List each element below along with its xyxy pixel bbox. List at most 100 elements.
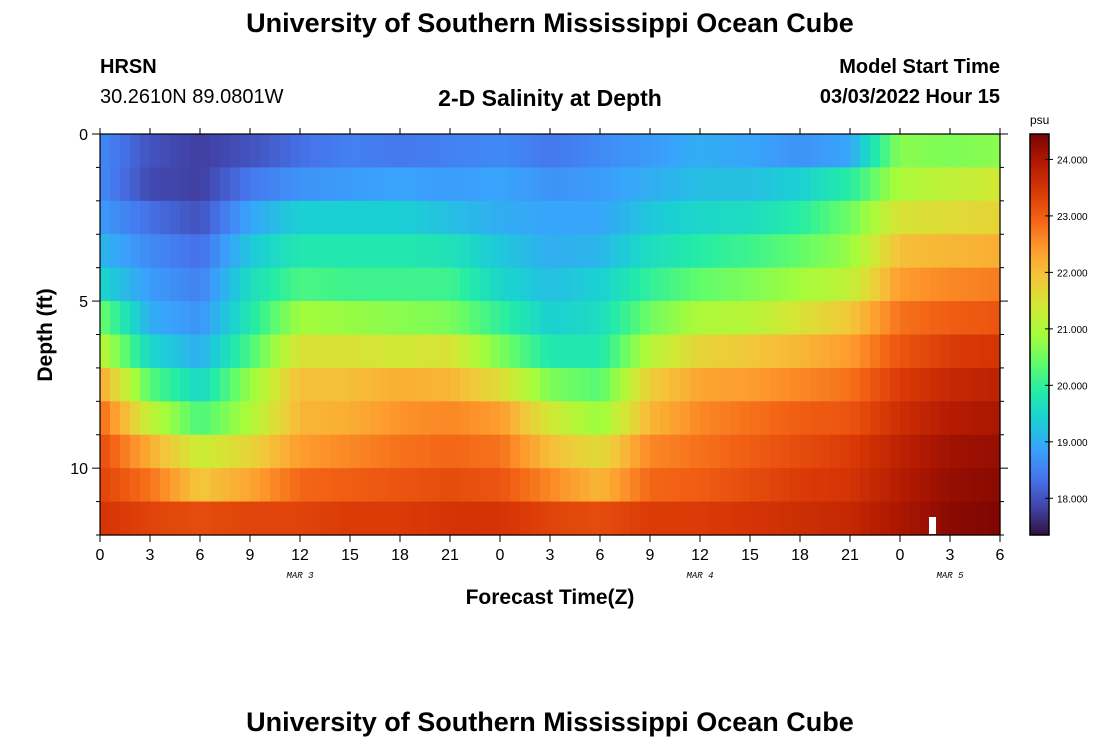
heatmap-cell xyxy=(320,301,331,336)
heatmap-cell xyxy=(950,468,961,503)
heatmap-cell xyxy=(440,501,451,536)
heatmap-cell xyxy=(930,401,941,436)
heatmap-cell xyxy=(940,301,951,336)
heatmap-cell xyxy=(580,267,591,302)
heatmap-cell xyxy=(930,200,941,235)
heatmap-cell xyxy=(780,334,791,369)
heatmap-cell xyxy=(260,200,271,235)
heatmap-cell xyxy=(310,134,321,169)
heatmap-cell xyxy=(410,301,421,336)
heatmap-cell xyxy=(400,167,411,202)
heatmap-cell xyxy=(680,167,691,202)
heatmap-cell xyxy=(800,434,811,469)
heatmap-cell xyxy=(220,167,231,202)
heatmap-cell xyxy=(740,367,751,402)
heatmap-cell xyxy=(600,367,611,402)
heatmap-cell xyxy=(740,267,751,302)
heatmap-cell xyxy=(640,234,651,269)
heatmap-cell xyxy=(100,434,111,469)
heatmap-cell xyxy=(390,200,401,235)
heatmap-cell xyxy=(320,200,331,235)
heatmap-cell xyxy=(710,134,721,169)
heatmap-cell xyxy=(530,367,541,402)
heatmap-cell xyxy=(530,434,541,469)
heatmap-cell xyxy=(350,401,361,436)
heatmap-cell xyxy=(120,401,131,436)
heatmap-cell xyxy=(990,167,1001,202)
heatmap-cell xyxy=(910,468,921,503)
heatmap-cell xyxy=(310,468,321,503)
heatmap-cell xyxy=(360,167,371,202)
heatmap-cell xyxy=(890,468,901,503)
heatmap-cell xyxy=(800,200,811,235)
heatmap-cell xyxy=(310,367,321,402)
heatmap-cell xyxy=(740,434,751,469)
heatmap-cell xyxy=(760,167,771,202)
heatmap-cell xyxy=(100,367,111,402)
heatmap-cell xyxy=(390,334,401,369)
heatmap-cell xyxy=(680,367,691,402)
heatmap-cell xyxy=(520,267,531,302)
heatmap-cell xyxy=(730,167,741,202)
heatmap-cell xyxy=(270,134,281,169)
heatmap-cell xyxy=(540,401,551,436)
heatmap-cell xyxy=(250,267,261,302)
heatmap-cell xyxy=(590,334,601,369)
colorbar-unit: psu xyxy=(1030,113,1050,127)
heatmap-cell xyxy=(960,334,971,369)
heatmap-cell xyxy=(630,134,641,169)
heatmap-cell xyxy=(900,501,911,536)
heatmap-cell xyxy=(770,401,781,436)
heatmap-cell xyxy=(280,468,291,503)
heatmap-cell xyxy=(650,468,661,503)
heatmap-cell xyxy=(600,434,611,469)
heatmap-cell xyxy=(310,501,321,536)
heatmap-cell xyxy=(930,267,941,302)
heatmap-cell xyxy=(580,167,591,202)
heatmap-cell xyxy=(380,167,391,202)
heatmap-cell xyxy=(620,200,631,235)
heatmap-cell xyxy=(780,134,791,169)
heatmap-cell xyxy=(940,200,951,235)
heatmap-cell xyxy=(410,468,421,503)
heatmap-cell xyxy=(840,367,851,402)
heatmap-cell xyxy=(690,468,701,503)
heatmap-cell xyxy=(820,401,831,436)
heatmap-cell xyxy=(500,367,511,402)
heatmap-cell xyxy=(550,301,561,336)
heatmap-cell xyxy=(250,401,261,436)
heatmap-cell xyxy=(340,267,351,302)
heatmap-cell xyxy=(580,468,591,503)
x-tick-label: 15 xyxy=(741,547,759,564)
heatmap-cell xyxy=(780,367,791,402)
heatmap-cell xyxy=(140,501,151,536)
heatmap-cell xyxy=(420,334,431,369)
heatmap-cell xyxy=(250,200,261,235)
heatmap-cell xyxy=(960,434,971,469)
heatmap-cell xyxy=(570,501,581,536)
heatmap-cell xyxy=(790,367,801,402)
heatmap-cell xyxy=(710,367,721,402)
heatmap-cell xyxy=(140,334,151,369)
heatmap-cell xyxy=(670,334,681,369)
x-tick-label: 0 xyxy=(96,547,105,564)
heatmap-cell xyxy=(500,301,511,336)
heatmap-cell xyxy=(480,334,491,369)
heatmap-cell xyxy=(880,468,891,503)
heatmap-cell xyxy=(120,468,131,503)
x-tick-label: 18 xyxy=(391,547,409,564)
heatmap-cell xyxy=(490,301,501,336)
heatmap-cell xyxy=(650,367,661,402)
heatmap-cell xyxy=(700,334,711,369)
heatmap-cell xyxy=(200,301,211,336)
heatmap-cell xyxy=(820,434,831,469)
heatmap-cell xyxy=(370,501,381,536)
heatmap-cell xyxy=(740,401,751,436)
heatmap-cell xyxy=(150,134,161,169)
heatmap-cell xyxy=(630,501,641,536)
heatmap-cell xyxy=(540,301,551,336)
heatmap-cell xyxy=(480,434,491,469)
heatmap-cell xyxy=(170,167,181,202)
heatmap-cell xyxy=(840,267,851,302)
heatmap-cell xyxy=(350,167,361,202)
